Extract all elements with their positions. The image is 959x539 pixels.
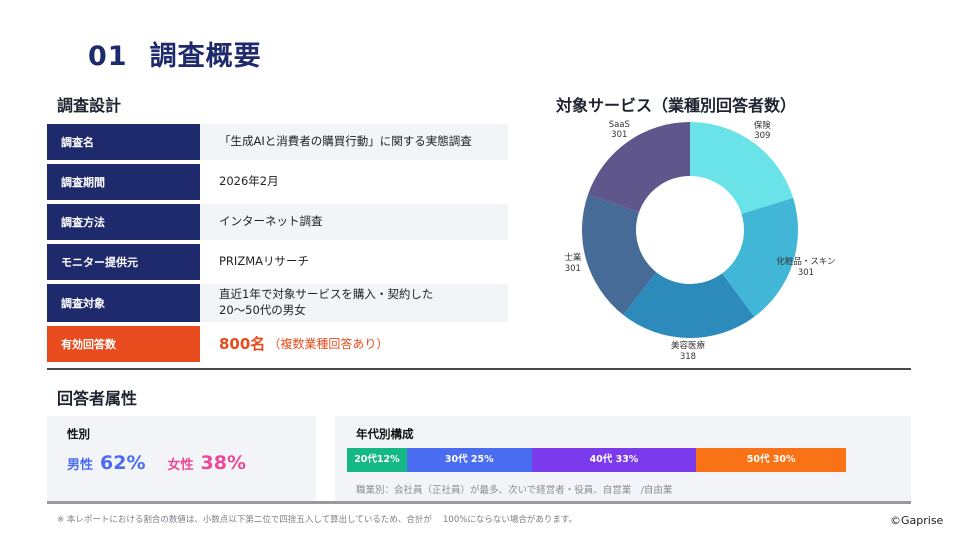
table-row: 有効回答数 800名 （複数業種回答あり） bbox=[47, 326, 508, 362]
row-label: モニター提供元 bbox=[47, 244, 200, 280]
row-label: 有効回答数 bbox=[47, 326, 200, 362]
occupation-note: 職業別：会社員（正社員）が最多、次いで経営者・役員、自営業 /自由業 bbox=[356, 485, 673, 496]
donut-slice bbox=[722, 197, 798, 317]
age-segment: 30代 25% bbox=[406, 448, 532, 472]
male-value: 62% bbox=[100, 452, 146, 474]
gender-breakdown: 男性 62% 女性 38% bbox=[67, 452, 246, 474]
row-label: 調査名 bbox=[47, 124, 200, 160]
page-title: 01 調査概要 bbox=[88, 34, 262, 73]
valid-responses-count: 800名 bbox=[219, 334, 266, 353]
row-label: 調査対象 bbox=[47, 284, 200, 322]
age-panel: 年代別構成 20代 12% 30代 25% 40代 33% 50代 30% 職業別：会社… bbox=[335, 416, 911, 501]
row-label: 調査期間 bbox=[47, 164, 200, 200]
row-value: PRIZMAリサーチ bbox=[219, 254, 309, 269]
donut-slice bbox=[582, 194, 657, 315]
valid-responses-note: （複数業種回答あり） bbox=[268, 336, 389, 351]
table-row: 調査方法 インターネット調査 bbox=[47, 204, 508, 240]
row-value-line1: 直近1年で対象サービスを購入・契約した bbox=[219, 287, 434, 302]
donut-slice bbox=[587, 122, 690, 213]
donut-slice-label: 士業 301 bbox=[564, 253, 582, 274]
table-row: 調査対象 直近1年で対象サービスを購入・契約した 20〜50代の男女 bbox=[47, 284, 508, 322]
donut-chart: 保険 309 化粧品・スキン 301 美容医療 318 士業 301 SaaS 301 bbox=[540, 115, 870, 365]
female-label: 女性 bbox=[167, 458, 194, 473]
row-value: 直近1年で対象サービスを購入・契約した 20〜50代の男女 bbox=[200, 284, 508, 322]
row-value: 「生成AIと消費者の購買行動」に関する実態調査 bbox=[200, 124, 508, 160]
age-panel-title: 年代別構成 bbox=[356, 427, 414, 441]
footer-divider bbox=[47, 501, 911, 504]
age-segment: 50代 30% bbox=[696, 448, 846, 472]
gender-panel-title: 性別 bbox=[67, 427, 90, 441]
gender-panel: 性別 男性 62% 女性 38% bbox=[47, 416, 316, 501]
age-segment: 20代 12% bbox=[347, 448, 407, 472]
section-divider bbox=[47, 368, 911, 370]
section-number: 01 bbox=[88, 41, 128, 72]
donut-slice-label: SaaS 301 bbox=[608, 119, 630, 141]
row-value: 2026年2月 bbox=[219, 174, 279, 189]
female-value: 38% bbox=[200, 452, 246, 474]
row-value-line2: 20〜50代の男女 bbox=[219, 303, 306, 317]
section-title-text: 調査概要 bbox=[149, 41, 262, 72]
copyright: ©Gaprise bbox=[890, 514, 944, 527]
table-row: 調査期間 2026年2月 bbox=[47, 164, 508, 200]
age-stacked-bar: 20代 12% 30代 25% 40代 33% 50代 30% bbox=[347, 448, 846, 472]
donut-slice-label: 化粧品・スキン 301 bbox=[776, 256, 836, 278]
male-label: 男性 bbox=[67, 458, 94, 473]
row-value: 800名 （複数業種回答あり） bbox=[200, 326, 508, 362]
footnote: ※ 本レポートにおける割合の数値は、小数点以下第二位で四捨五入して算出しているた… bbox=[57, 515, 577, 525]
row-value: インターネット調査 bbox=[200, 204, 508, 240]
age-segment: 40代 33% bbox=[531, 448, 697, 472]
table-row: 調査名 「生成AIと消費者の購買行動」に関する実態調査 bbox=[47, 124, 508, 160]
respondents-heading: 回答者属性 bbox=[57, 389, 138, 408]
donut-slice bbox=[690, 122, 794, 214]
table-row: モニター提供元 PRIZMAリサーチ bbox=[47, 244, 508, 280]
donut-slice bbox=[622, 272, 755, 338]
survey-design-table: 調査名 「生成AIと消費者の購買行動」に関する実態調査 調査期間 2026年2月… bbox=[47, 124, 508, 366]
donut-slice-label: 美容医療 318 bbox=[670, 340, 705, 362]
chart-title: 対象サービス（業種別回答者数） bbox=[556, 96, 797, 115]
survey-design-heading: 調査設計 bbox=[57, 96, 122, 115]
donut-chart-svg bbox=[582, 122, 798, 338]
donut-slice-label: 保険 309 bbox=[753, 120, 771, 142]
row-label: 調査方法 bbox=[47, 204, 200, 240]
